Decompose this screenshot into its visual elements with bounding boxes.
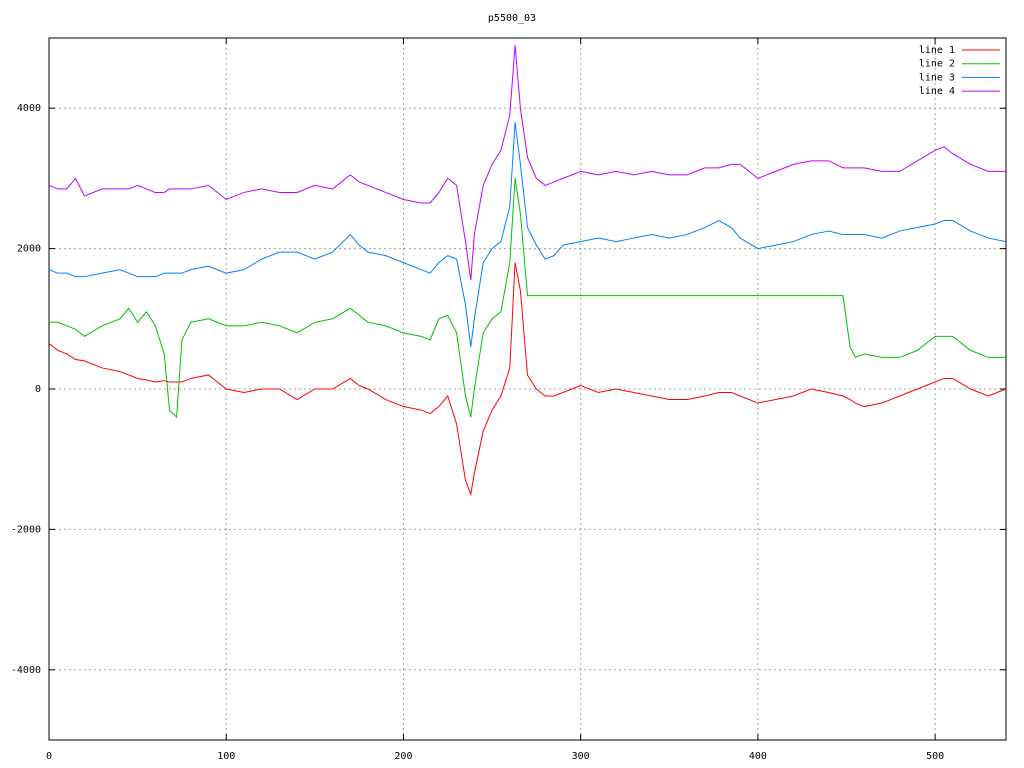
legend-label: line 1 [919, 45, 955, 56]
y-tick-label: 2000 [17, 244, 41, 255]
x-tick-label: 100 [217, 751, 235, 762]
legend-label: line 3 [919, 72, 955, 83]
x-tick-label: 300 [572, 751, 590, 762]
series-line [49, 178, 1006, 419]
series-line [48, 44, 1006, 281]
legend-label: line 4 [919, 86, 955, 97]
y-tick-label: -4000 [11, 665, 41, 676]
y-tick-label: -2000 [11, 524, 41, 535]
x-tick-label: 400 [749, 751, 767, 762]
x-tick-label: 0 [46, 751, 52, 762]
series-line [48, 122, 1007, 347]
chart-title: p5500_03 [488, 13, 536, 24]
x-tick-label: 500 [926, 751, 944, 762]
y-tick-label: 4000 [17, 103, 41, 114]
x-tick-label: 200 [394, 751, 412, 762]
series-line [48, 262, 1007, 497]
y-tick-label: 0 [35, 384, 41, 395]
legend-label: line 2 [919, 59, 955, 70]
plot-frame [48, 37, 1007, 741]
